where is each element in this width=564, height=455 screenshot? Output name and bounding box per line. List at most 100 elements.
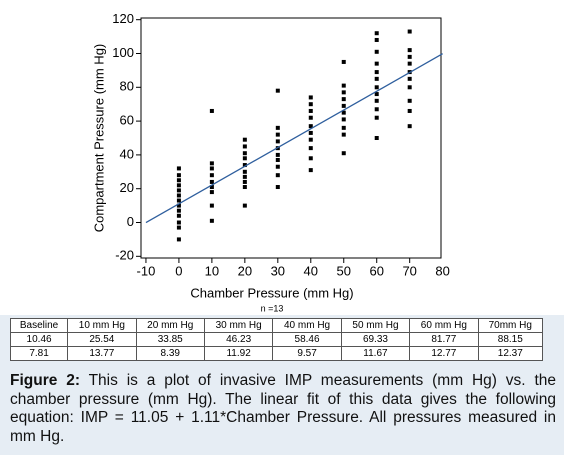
point (275, 125, 280, 130)
table-cell: 40 mm Hg (272, 318, 342, 333)
point (407, 54, 412, 59)
table-cell: 60 mm Hg (409, 318, 479, 333)
point (374, 136, 379, 140)
point (242, 144, 247, 149)
point (341, 59, 346, 64)
point (308, 115, 313, 120)
point (242, 156, 247, 161)
table-cell: 88.15 (477, 332, 544, 347)
point (209, 161, 214, 166)
point (209, 190, 214, 195)
x-axis-label: Chamber Pressure (mm Hg) (190, 285, 353, 300)
point (176, 208, 181, 213)
x-tick-label: -10 (137, 263, 156, 278)
point (308, 168, 313, 173)
point (341, 125, 346, 130)
table-cell: 20 mm Hg (135, 318, 205, 333)
point (407, 48, 412, 53)
table-cell: Baseline (9, 318, 69, 333)
point (275, 173, 280, 178)
caption-text: This is a plot of invasive IMP measureme… (10, 372, 557, 445)
point (209, 166, 214, 171)
point (242, 185, 247, 190)
x-tick-label: 30 (271, 263, 285, 278)
point (374, 115, 379, 120)
point (209, 185, 214, 190)
point (176, 173, 181, 178)
point (176, 198, 181, 203)
point (374, 98, 379, 103)
point (176, 225, 181, 230)
point (275, 185, 280, 190)
point (374, 61, 379, 66)
table-header: Baseline 10 mm Hg 20 mm Hg 30 mm Hg 40 mm Hg… (9, 318, 544, 333)
table-cell: 81.77 (409, 332, 479, 347)
point (176, 220, 181, 225)
point (209, 218, 214, 223)
point (407, 76, 412, 81)
point (407, 61, 412, 66)
table-cell: 11.92 (203, 346, 274, 361)
point (374, 107, 379, 112)
table-cell: 10 mm Hg (67, 318, 137, 333)
point (341, 151, 346, 156)
table-cell: 69.33 (340, 332, 411, 347)
y-axis-label: Compartment Pressure (mm Hg) (91, 44, 106, 233)
table-cell: 33.85 (135, 332, 205, 347)
x-tick-label: 40 (304, 263, 318, 278)
x-tick-label: 70 (402, 263, 416, 278)
x-tick-label: 60 (369, 263, 383, 278)
point (275, 152, 280, 157)
point (308, 130, 313, 135)
table-cell: 7.81 (9, 346, 69, 361)
table-cell: 8.39 (135, 346, 205, 361)
point (176, 193, 181, 198)
table-cell: 30 mm Hg (203, 318, 274, 333)
table-cell: 12.77 (409, 346, 479, 361)
point (242, 137, 247, 142)
point (308, 137, 313, 142)
point (209, 203, 214, 208)
point (176, 166, 181, 171)
point (341, 97, 346, 102)
table-cell: 13.77 (67, 346, 137, 361)
table-cell: 58.46 (272, 332, 342, 347)
point (407, 124, 412, 129)
point (275, 157, 280, 162)
y-tick-label: 120 (112, 11, 134, 26)
point (275, 139, 280, 144)
y-tick-label: -20 (115, 248, 134, 263)
point (374, 76, 379, 81)
point (242, 174, 247, 179)
table-row: 7.81 13.77 8.39 11.92 9.57 11.67 12.77 12.37 (9, 346, 544, 361)
point (407, 29, 412, 34)
point (308, 95, 313, 100)
table-row: 10.46 25.54 33.85 46.23 58.46 69.33 81.77 88.15 (9, 332, 544, 347)
point (341, 83, 346, 88)
point (242, 169, 247, 174)
point (242, 163, 247, 168)
x-tick-label: 10 (205, 263, 219, 278)
x-tick-label: 80 (435, 263, 449, 278)
point (407, 108, 412, 113)
point (275, 132, 280, 137)
point (341, 132, 346, 137)
point (176, 213, 181, 218)
table-cell: 12.37 (477, 346, 544, 361)
table-cell: 25.54 (67, 332, 137, 347)
table-cell: 10.46 (9, 332, 69, 347)
point (308, 108, 313, 113)
point (308, 146, 313, 151)
plot-frame (140, 17, 442, 259)
point (341, 103, 346, 108)
point (341, 90, 346, 95)
table-cell: 70mm Hg (477, 318, 544, 333)
chart: Compartment Pressure (mm Hg) Chamber Pre… (0, 0, 564, 315)
point (209, 179, 214, 184)
y-tick-label: 80 (120, 79, 134, 94)
point (374, 31, 379, 36)
point (407, 85, 412, 90)
y-tick-label: 20 (120, 180, 134, 195)
point (341, 117, 346, 122)
